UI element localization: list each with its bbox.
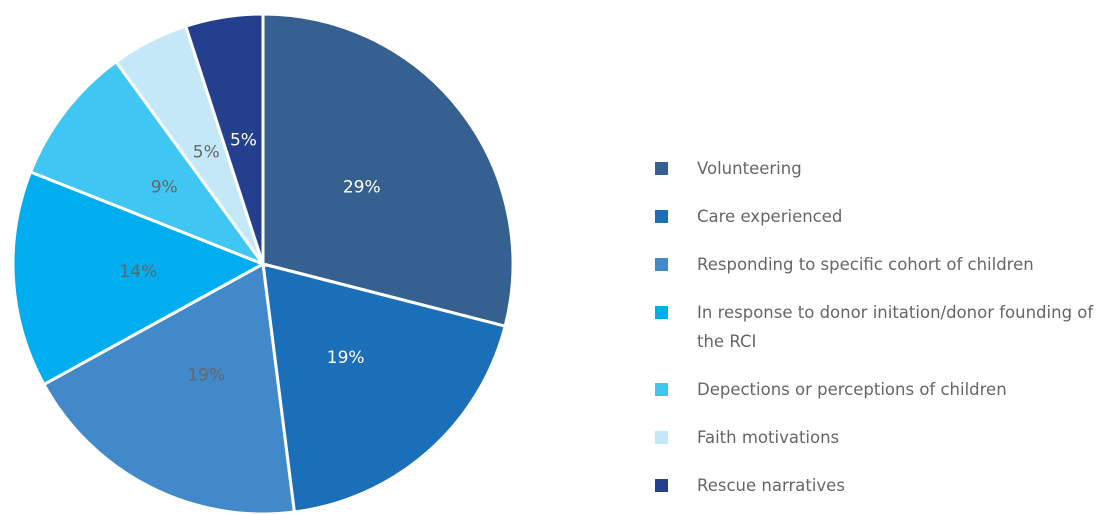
legend: Volunteering Care experienced Responding t… (655, 154, 1101, 514)
legend-label: Volunteering (697, 159, 802, 178)
legend-swatch (655, 383, 668, 396)
legend-label: Responding to specific cohort of childre… (697, 255, 1034, 274)
pie-slice (183, 12, 265, 265)
legend-swatch (655, 210, 668, 223)
legend-label: Depections or perceptions of children (697, 380, 1007, 399)
chart: 29% 19% 19% 14% 9% 5% 5% (11, 12, 515, 514)
pie-slice (261, 12, 515, 328)
legend-item: Rescue narratives (655, 471, 1101, 500)
legend-item: Responding to specific cohort of childre… (655, 250, 1101, 279)
legend-item: Depections or perceptions of children (655, 375, 1101, 404)
legend-label: Faith motivations (697, 428, 840, 447)
data-label: 9% (151, 177, 178, 197)
legend-item: Faith motivations (655, 423, 1101, 452)
legend-swatch (655, 431, 668, 444)
pie-slice (28, 59, 268, 268)
legend-swatch (655, 306, 668, 319)
legend-label: Care experienced (697, 207, 843, 226)
pie-slice (11, 170, 267, 387)
data-label: 19% (187, 365, 225, 385)
legend-item: In response to donor initation/donor fou… (655, 298, 1101, 356)
data-label: 14% (119, 262, 157, 282)
legend-swatch (655, 258, 668, 271)
legend-label: In response to donor initation/donor fou… (697, 303, 1094, 351)
legend-swatch (655, 162, 668, 175)
legend-swatch (655, 479, 668, 492)
legend-item: Volunteering (655, 154, 1101, 183)
data-label: 29% (343, 177, 381, 197)
legend-label: Rescue narratives (697, 476, 845, 495)
pie-slice (261, 261, 507, 514)
data-label: 19% (327, 348, 365, 368)
data-label: 5% (193, 143, 220, 163)
data-label: 5% (230, 131, 257, 151)
legend-item: Care experienced (655, 202, 1101, 231)
